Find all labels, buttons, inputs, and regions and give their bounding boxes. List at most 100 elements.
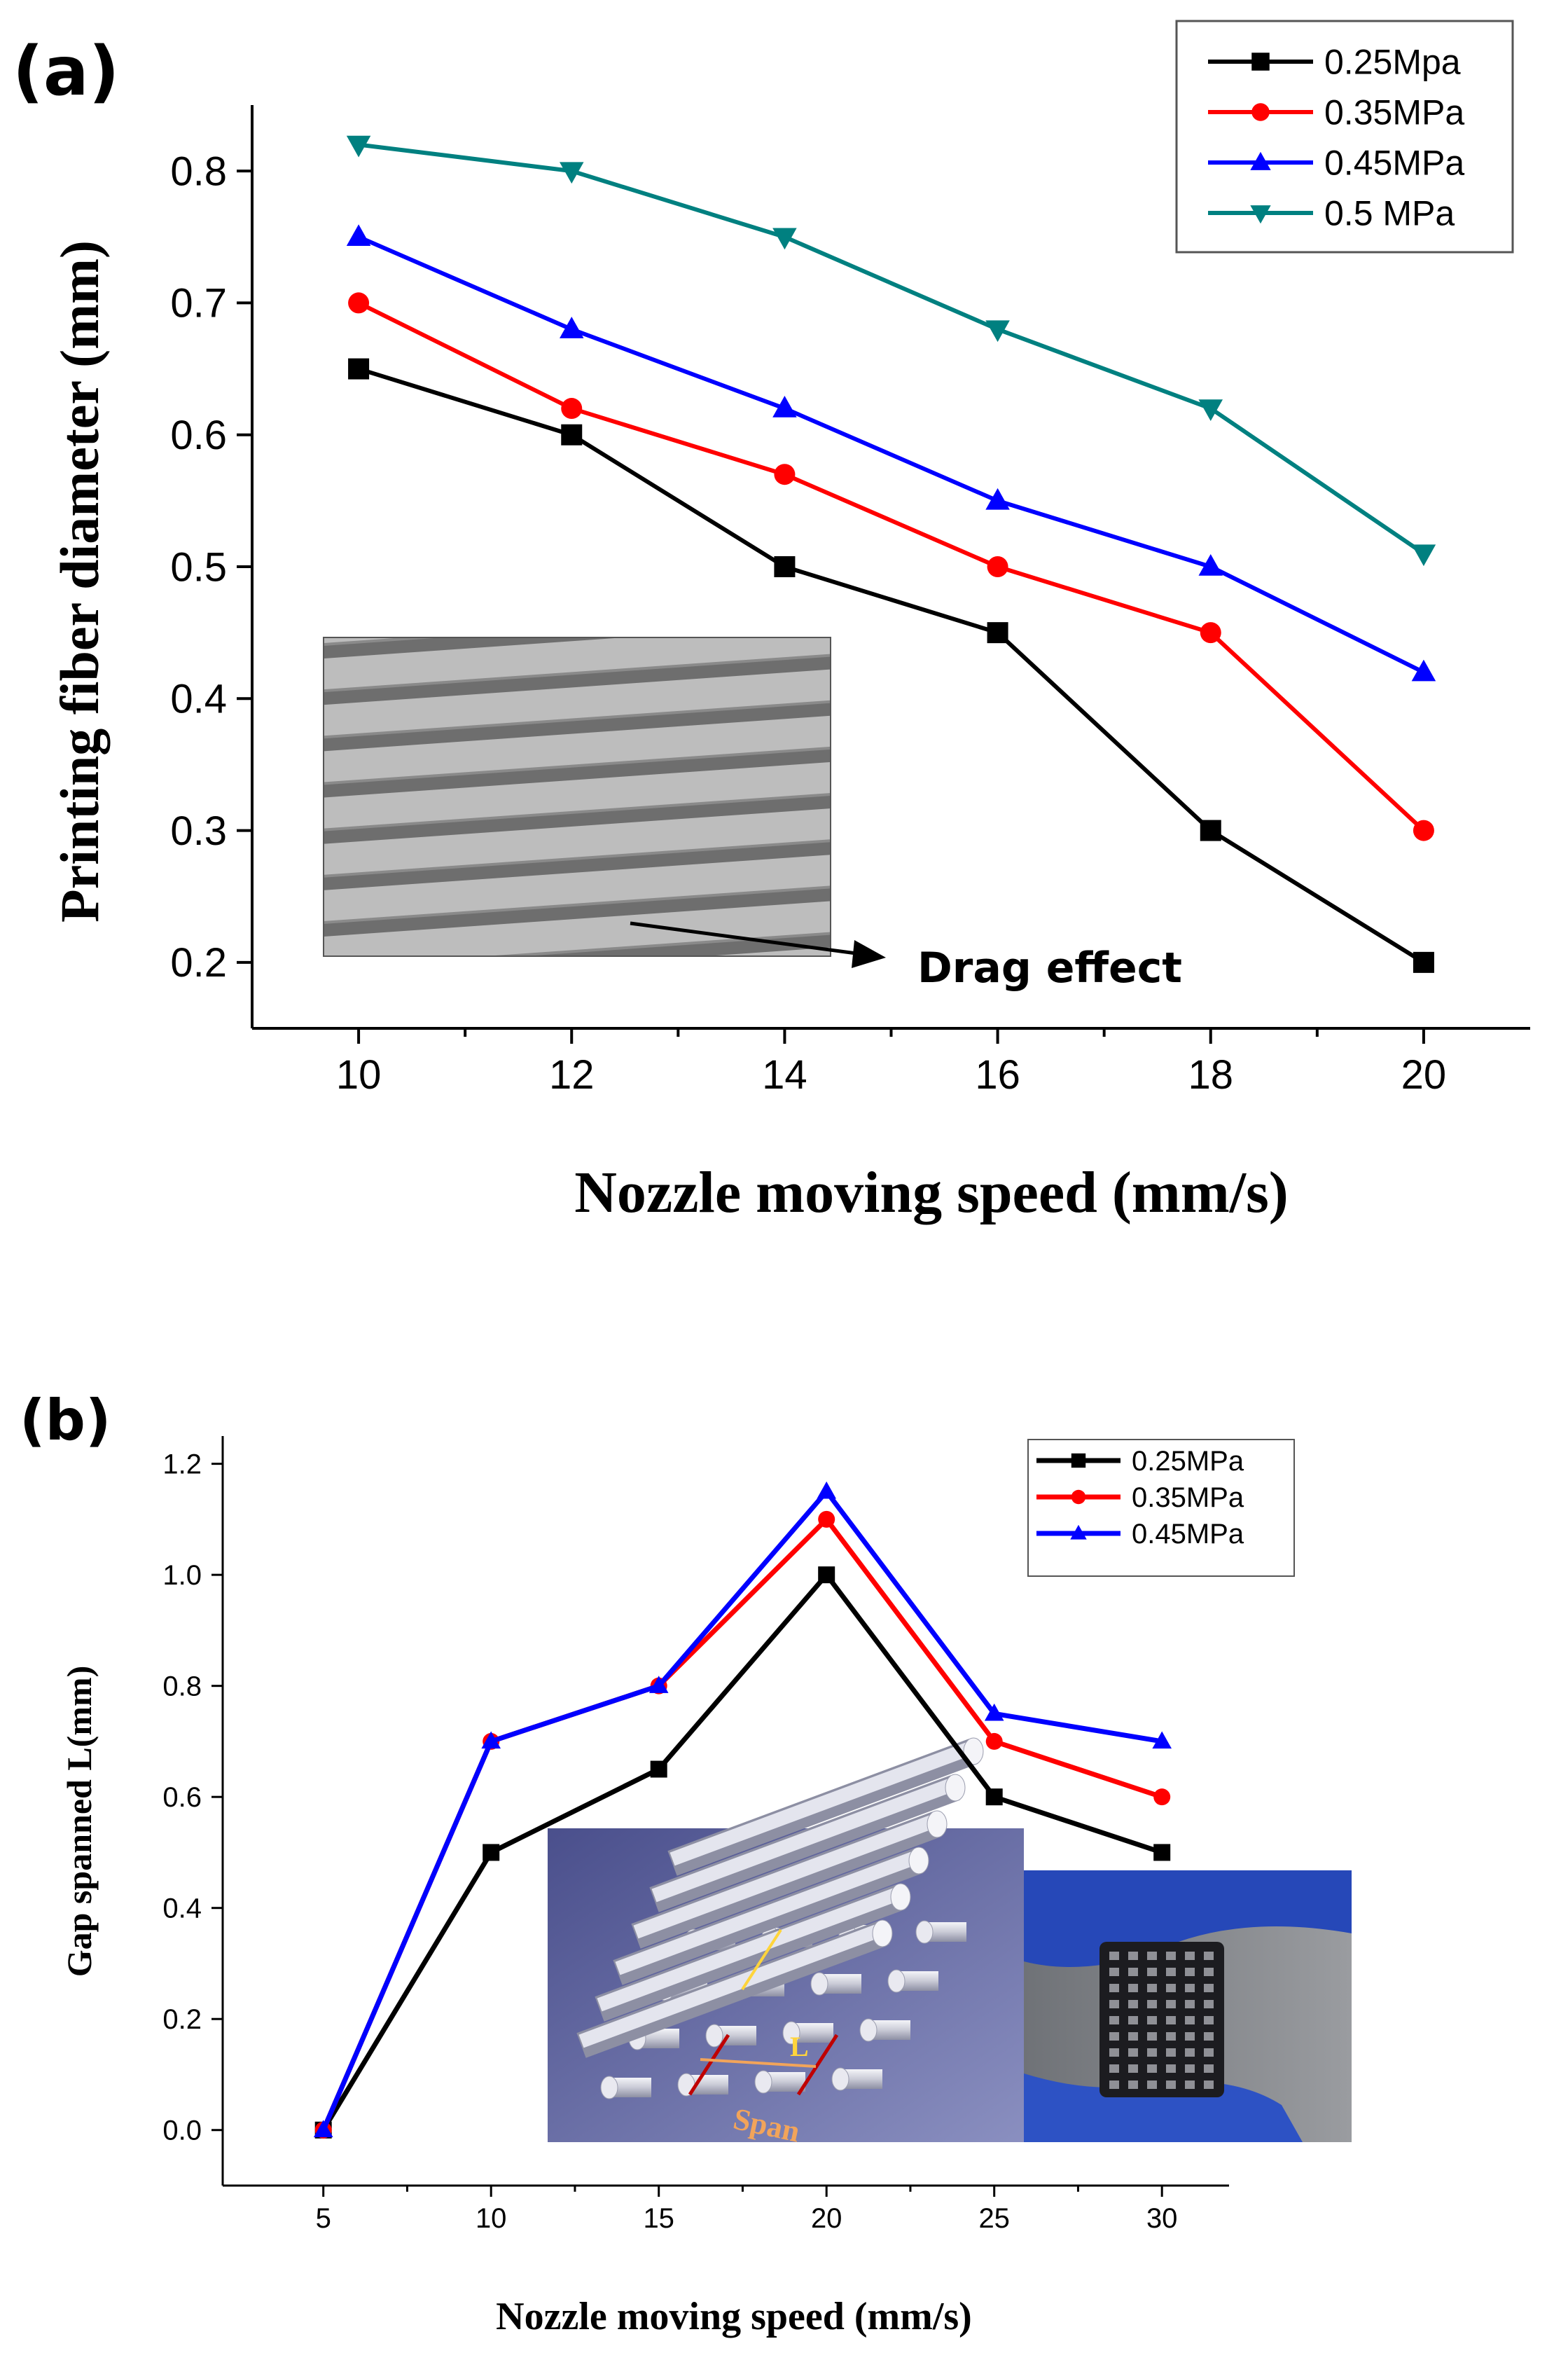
data-point xyxy=(774,556,796,577)
data-point xyxy=(1413,820,1434,841)
legend-marker xyxy=(1070,1524,1087,1540)
data-point xyxy=(483,1844,500,1861)
panel-b-series xyxy=(313,1481,1172,2139)
data-point xyxy=(772,396,797,418)
x-tick-label: 30 xyxy=(1146,2203,1178,2234)
x-tick-label: 15 xyxy=(643,2203,674,2234)
scaffold-photo-inset xyxy=(1024,1870,1352,2142)
data-point xyxy=(346,224,371,247)
data-point xyxy=(818,1566,835,1584)
data-point xyxy=(1153,1844,1171,1861)
y-tick-label: 0.8 xyxy=(162,1671,202,1702)
data-point xyxy=(1411,659,1436,682)
y-tick-label: 0.3 xyxy=(170,808,227,854)
x-tick-label: 20 xyxy=(1401,1052,1447,1098)
data-point xyxy=(648,1676,669,1693)
panel-a: (a) 0.2 0.3 0.4 0.5 0.6 0.7 0.8 10 12 14 16 18 20 D… xyxy=(13,20,1530,1225)
panel-b-y-axis-label: Gap spanned L(mm) xyxy=(60,1666,99,1978)
length-label: L xyxy=(790,2031,809,2062)
panel-b: (b) 0.0 0.2 0.4 0.6 0.8 1.0 1.2 5 10 15 20 25 30 Sp… xyxy=(20,1388,1352,2338)
x-tick-label: 5 xyxy=(316,2203,331,2234)
panel-a-series xyxy=(346,135,1436,973)
data-point xyxy=(561,398,583,420)
legend-label: 0.45MPa xyxy=(1132,1519,1244,1550)
data-point xyxy=(348,292,370,314)
drag-effect-label: Drag effect xyxy=(917,944,1182,993)
panel-b-label: (b) xyxy=(20,1388,111,1453)
series-line xyxy=(358,366,1425,965)
panel-a-x-axis-label: Nozzle moving speed (mm/s) xyxy=(574,1160,1288,1225)
data-point xyxy=(1198,399,1223,422)
panel-a-y-axis-label: Printing fiber diameter (mm) xyxy=(49,240,110,923)
x-tick-label: 10 xyxy=(336,1052,382,1098)
legend-label: 0.5 MPa xyxy=(1324,194,1455,233)
legend-marker xyxy=(1251,103,1270,121)
data-point xyxy=(1200,622,1221,644)
data-point xyxy=(985,320,1010,343)
legend-marker xyxy=(1250,151,1271,170)
series-line xyxy=(358,142,1425,556)
y-tick-label: 0.5 xyxy=(170,544,227,590)
legend-label: 0.25Mpa xyxy=(1324,43,1461,82)
data-point xyxy=(774,464,796,485)
panel-a-x-ticks: 10 12 14 16 18 20 xyxy=(336,1028,1446,1098)
y-tick-label: 0.6 xyxy=(170,413,227,458)
data-point xyxy=(987,556,1008,577)
series-line xyxy=(357,301,1425,832)
panel-b-legend: 0.25MPa 0.35MPa 0.45MPa xyxy=(1027,1439,1295,1577)
y-tick-label: 1.0 xyxy=(162,1560,202,1591)
data-point xyxy=(985,1732,1003,1750)
legend-marker xyxy=(1251,53,1270,71)
drag-effect-arrow xyxy=(630,921,886,968)
x-tick-label: 18 xyxy=(1188,1052,1233,1098)
x-tick-label: 10 xyxy=(476,2203,507,2234)
data-point xyxy=(817,1481,836,1499)
y-tick-label: 0.4 xyxy=(162,1893,202,1924)
y-tick-label: 0.0 xyxy=(162,2116,202,2146)
data-point xyxy=(772,228,797,250)
data-point xyxy=(560,317,584,338)
data-point xyxy=(1413,951,1434,973)
panel-b-x-ticks: 5 10 15 20 25 30 xyxy=(316,2186,1178,2234)
legend-label: 0.35MPa xyxy=(1132,1482,1244,1513)
panel-a-y-ticks: 0.2 0.3 0.4 0.5 0.6 0.7 0.8 xyxy=(170,149,252,986)
legend-marker xyxy=(1250,205,1271,224)
series-line xyxy=(321,1489,1163,2132)
x-tick-label: 14 xyxy=(762,1052,807,1098)
data-point xyxy=(346,135,371,158)
scaffold-cad-inset: Span L xyxy=(548,1737,1024,2149)
y-tick-label: 0.6 xyxy=(162,1782,202,1813)
data-point xyxy=(650,1760,667,1778)
data-point xyxy=(1198,554,1223,576)
data-point xyxy=(1153,1788,1171,1806)
y-tick-label: 0.2 xyxy=(162,2004,202,2035)
y-tick-label: 0.2 xyxy=(170,940,227,986)
x-tick-label: 12 xyxy=(549,1052,595,1098)
data-point xyxy=(1200,820,1221,841)
legend-label: 0.35MPa xyxy=(1324,93,1464,132)
panel-a-legend: 0.25Mpa 0.35MPa 0.45MPa 0.5 MPa xyxy=(1175,20,1514,254)
legend-marker xyxy=(1071,1453,1086,1468)
series-line xyxy=(357,235,1425,675)
data-point xyxy=(818,1510,835,1528)
y-tick-label: 1.2 xyxy=(162,1449,202,1480)
data-point xyxy=(985,1788,1003,1806)
panel-b-y-ticks: 0.0 0.2 0.4 0.6 0.8 1.0 1.2 xyxy=(162,1449,223,2146)
legend-marker xyxy=(1071,1489,1086,1505)
x-tick-label: 16 xyxy=(975,1052,1020,1098)
legend-label: 0.45MPa xyxy=(1324,144,1464,183)
panel-b-x-axis-label: Nozzle moving speed (mm/s) xyxy=(496,2295,972,2338)
data-point xyxy=(984,1703,1004,1721)
data-point xyxy=(985,488,1010,510)
data-point xyxy=(1152,1731,1172,1749)
panel-a-label: (a) xyxy=(13,32,120,111)
fiber-micrograph-inset xyxy=(323,637,831,957)
x-tick-label: 20 xyxy=(811,2203,842,2234)
data-point xyxy=(987,622,1008,644)
y-tick-label: 0.8 xyxy=(170,149,227,194)
data-point xyxy=(560,162,584,184)
y-tick-label: 0.7 xyxy=(170,281,227,326)
data-point xyxy=(348,358,370,380)
legend-label: 0.25MPa xyxy=(1132,1446,1244,1477)
